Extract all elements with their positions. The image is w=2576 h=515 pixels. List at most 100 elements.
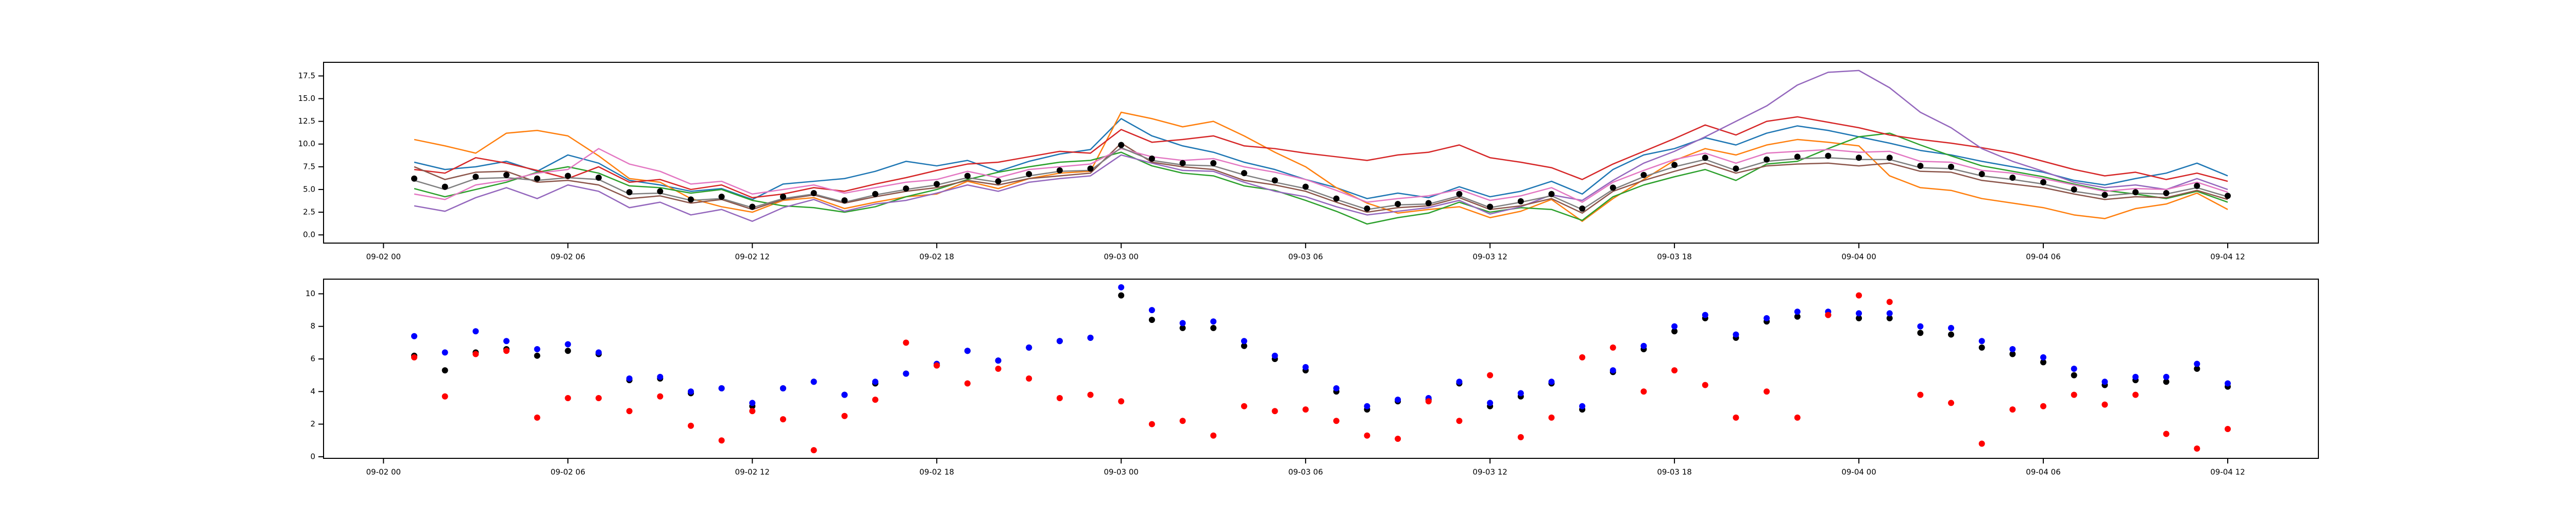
data-point (1118, 398, 1125, 405)
x-tick-label: 09-03 18 (1657, 468, 1691, 477)
data-point (1487, 203, 1494, 210)
data-point (1948, 324, 1955, 331)
data-point (1056, 394, 1063, 401)
series-line (414, 132, 2228, 225)
data-point (2071, 391, 2077, 398)
y-tick-label: 5.0 (303, 184, 315, 194)
data-point (1548, 379, 1555, 385)
data-point (2071, 186, 2077, 193)
data-point (1886, 154, 1893, 161)
data-point (1333, 418, 1340, 424)
data-point (1026, 344, 1032, 351)
y-tick-label: 6 (310, 354, 315, 364)
data-point (1364, 205, 1370, 212)
y-tick-label: 4 (310, 387, 315, 396)
data-point (995, 366, 1002, 372)
data-point (779, 194, 786, 200)
data-point (1917, 330, 1924, 336)
data-point (1487, 372, 1494, 379)
data-point (841, 197, 848, 204)
data-point (626, 408, 633, 415)
data-point (565, 173, 571, 179)
data-point (1794, 313, 1801, 320)
data-point (442, 393, 448, 400)
x-tick-label: 09-04 12 (2210, 252, 2245, 262)
data-point (1364, 403, 1370, 409)
data-point (718, 437, 725, 444)
data-point (1548, 191, 1555, 197)
y-tick-label: 12.5 (298, 116, 315, 126)
x-tick-label: 09-03 12 (1472, 468, 1507, 477)
data-point (1026, 375, 1032, 382)
data-point (903, 370, 909, 377)
data-point (534, 352, 540, 359)
data-point (810, 379, 817, 385)
data-point (2040, 354, 2047, 360)
x-tick-label: 09-02 12 (735, 252, 770, 262)
x-tick-label: 09-02 12 (735, 468, 770, 477)
data-point (1579, 354, 1586, 360)
y-tick-label: 15.0 (298, 94, 315, 103)
data-point (2194, 366, 2200, 372)
data-point (1794, 153, 1801, 160)
data-point (2194, 182, 2200, 189)
data-point (1733, 165, 1739, 172)
data-point (903, 185, 909, 192)
y-tick-label: 8 (310, 321, 315, 331)
data-point (1640, 388, 1647, 395)
data-point (503, 171, 510, 178)
data-point (810, 190, 817, 196)
data-point (2040, 179, 2047, 185)
x-tick-label: 09-04 06 (2026, 252, 2060, 262)
data-point (1764, 156, 1770, 163)
x-tick-label: 09-03 00 (1104, 468, 1138, 477)
data-point (626, 189, 633, 196)
data-point (1702, 154, 1708, 161)
data-point (1272, 352, 1278, 359)
data-point (2163, 373, 2170, 380)
data-point (1056, 338, 1063, 345)
x-tick-label: 09-02 06 (551, 252, 585, 262)
data-point (1179, 418, 1186, 424)
data-point (1671, 367, 1678, 374)
data-point (1948, 331, 1955, 338)
y-tick-label: 10 (306, 289, 315, 298)
data-point (2132, 391, 2139, 398)
data-point (657, 373, 664, 380)
data-point (1395, 397, 1401, 403)
data-point (1210, 432, 1217, 439)
data-point (1978, 344, 1985, 351)
data-point (1517, 390, 1524, 397)
data-point (1579, 205, 1586, 212)
data-point (1978, 338, 1985, 345)
data-point (687, 196, 694, 203)
data-point (841, 391, 848, 398)
data-point (1456, 379, 1463, 385)
data-point (1456, 418, 1463, 424)
x-tick-label: 09-03 00 (1104, 252, 1138, 262)
data-point (1333, 195, 1340, 202)
data-point (1856, 310, 1862, 317)
x-tick-label: 09-04 00 (1841, 252, 1876, 262)
data-point (2040, 403, 2047, 409)
data-point (1948, 400, 1955, 406)
data-point (2132, 373, 2139, 380)
data-point (779, 416, 786, 423)
data-point (1210, 324, 1217, 331)
series-line (414, 111, 2228, 222)
data-point (1917, 323, 1924, 330)
data-point (1794, 414, 1801, 421)
y-tick-label: 0 (310, 452, 315, 461)
data-point (1179, 160, 1186, 166)
data-point (718, 194, 725, 200)
data-point (1302, 406, 1309, 413)
data-point (1948, 163, 1955, 170)
data-point (2163, 379, 2170, 385)
x-tick-label: 09-02 06 (551, 468, 585, 477)
data-point (1302, 364, 1309, 370)
x-tick-label: 09-04 00 (1841, 468, 1876, 477)
data-point (442, 183, 448, 190)
axes-frame (323, 279, 2319, 459)
data-point (749, 203, 756, 210)
data-point (1733, 331, 1739, 338)
